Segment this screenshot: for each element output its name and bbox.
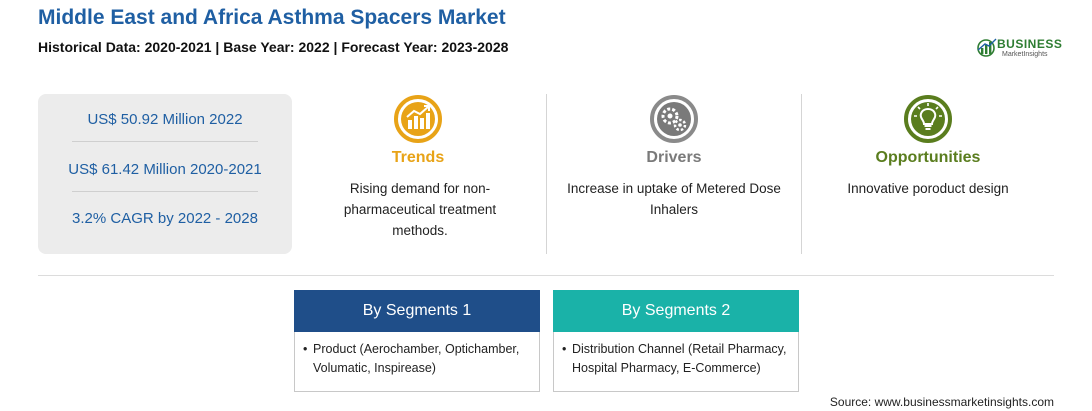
segment-1-header: By Segments 1 [294,290,540,332]
card-divider [546,94,547,254]
card-drivers: Drivers Increase in uptake of Metered Do… [549,94,799,254]
card-opportunities-label: Opportunities [875,149,981,166]
trend-chart-icon [394,95,442,143]
card-drivers-label: Drivers [646,149,702,166]
page-title: Middle East and Africa Asthma Spacers Ma… [38,6,506,29]
segment-1-text: Product (Aerochamber, Optichamber, Volum… [313,342,520,375]
logo-globe-icon [977,38,997,57]
section-divider [38,275,1054,276]
gears-icon [650,95,698,143]
lightbulb-icon [904,95,952,143]
segment-2-text: Distribution Channel (Retail Pharmacy, H… [572,342,787,375]
page-subtitle: Historical Data: 2020-2021 | Base Year: … [38,39,509,55]
segment-1-body: • Product (Aerochamber, Optichamber, Vol… [303,340,535,378]
stat-cagr: 3.2% CAGR by 2022 - 2028 [72,210,258,227]
card-trends: Trends Rising demand for non-pharmaceuti… [293,94,543,254]
logo-wordmark: BUSINESS [997,37,1063,51]
stat-divider [72,191,258,192]
stat-market-2022: US$ 50.92 Million 2022 [87,111,243,128]
card-opportunities: Opportunities Innovative poroduct design [803,94,1053,254]
card-divider [801,94,802,254]
bullet-icon: • [303,342,308,356]
card-trends-desc: Rising demand for non-pharmaceutical tre… [343,181,497,238]
source-credit: Source: www.businessmarketinsights.com [829,395,1054,409]
card-trends-label: Trends [391,149,445,166]
company-logo[interactable]: BUSINESS MarketInsights [975,34,1065,62]
bullet-icon: • [562,342,567,356]
segment-2-header: By Segments 2 [553,290,799,332]
logo-tagline: MarketInsights [1002,51,1048,58]
stat-divider [72,141,258,142]
stat-market-historical: US$ 61.42 Million 2020-2021 [68,161,262,178]
card-drivers-desc: Increase in uptake of Metered Dose Inhal… [567,181,781,217]
segment-box-2: By Segments 2 • Distribution Channel (Re… [553,290,799,392]
card-opportunities-desc: Innovative poroduct design [847,181,1009,196]
stats-panel: US$ 50.92 Million 2022 US$ 61.42 Million… [38,94,292,254]
segment-2-body: • Distribution Channel (Retail Pharmacy,… [562,340,794,378]
segment-box-1: By Segments 1 • Product (Aerochamber, Op… [294,290,540,392]
